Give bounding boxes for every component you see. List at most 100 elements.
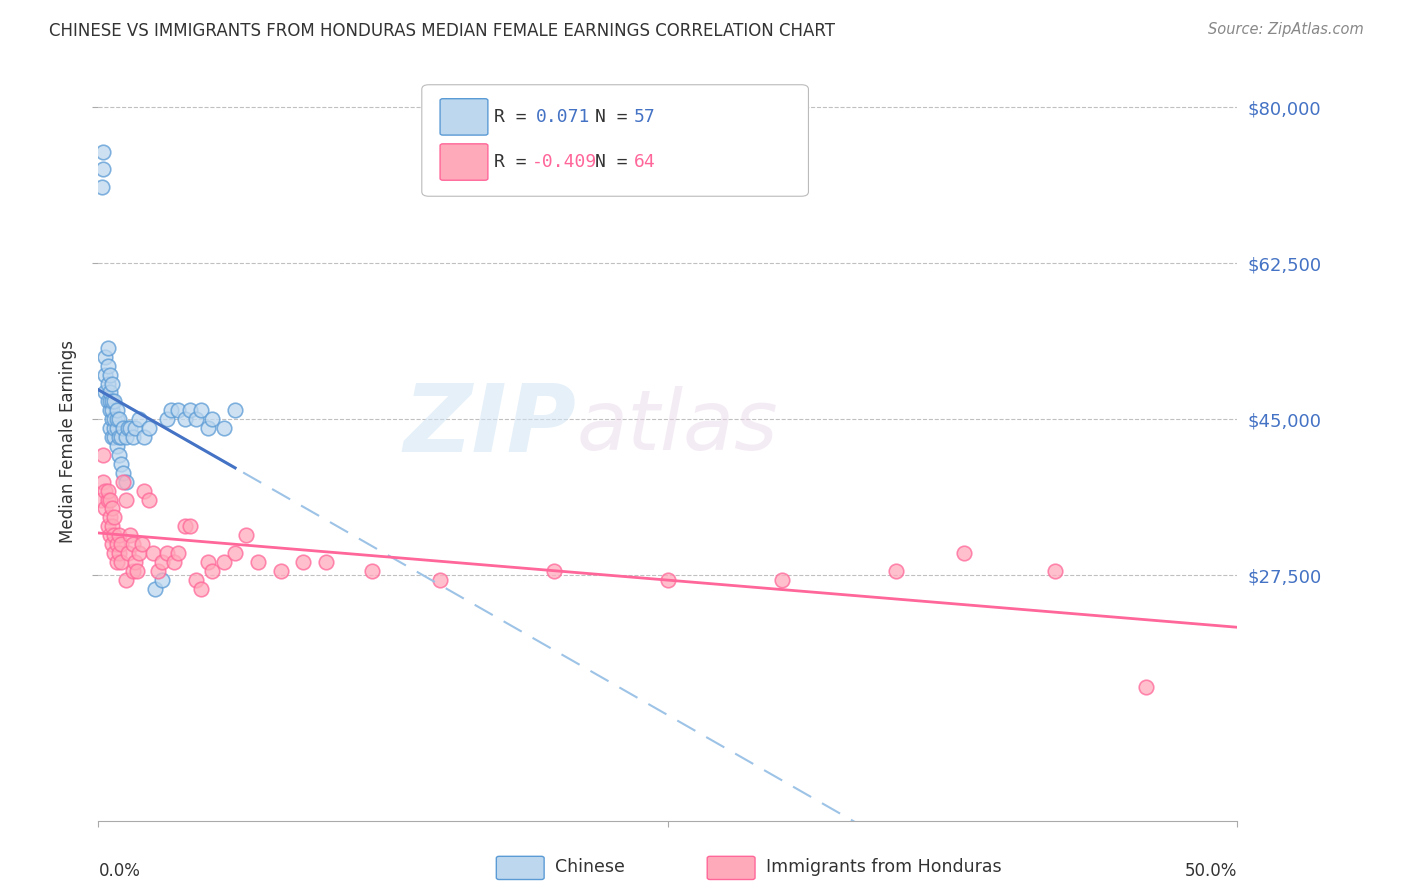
- Point: [98, 385, 121, 400]
- Point: [98, 403, 121, 417]
- Point: [96, 359, 118, 373]
- Point: [186, 412, 208, 426]
- Point: [114, 430, 136, 444]
- Point: [190, 403, 212, 417]
- Point: [108, 412, 131, 426]
- Point: [105, 421, 128, 435]
- Point: [138, 492, 160, 507]
- Point: [110, 537, 132, 551]
- Text: R =: R =: [494, 108, 548, 126]
- Point: [108, 448, 131, 462]
- Point: [150, 573, 173, 587]
- Point: [142, 546, 165, 560]
- Point: [101, 430, 124, 444]
- Point: [96, 519, 118, 533]
- Point: [224, 546, 246, 560]
- Point: [145, 582, 167, 596]
- Point: [186, 573, 208, 587]
- Text: CHINESE VS IMMIGRANTS FROM HONDURAS MEDIAN FEMALE EARNINGS CORRELATION CHART: CHINESE VS IMMIGRANTS FROM HONDURAS MEDI…: [49, 22, 835, 40]
- Point: [94, 350, 117, 364]
- Point: [224, 403, 246, 417]
- Text: 50.0%: 50.0%: [1185, 863, 1237, 880]
- Point: [201, 412, 224, 426]
- Point: [110, 430, 132, 444]
- Point: [160, 403, 183, 417]
- Point: [174, 412, 197, 426]
- Point: [120, 421, 142, 435]
- Point: [112, 466, 135, 480]
- Point: [96, 492, 118, 507]
- Point: [543, 564, 565, 578]
- Text: Chinese: Chinese: [555, 858, 626, 876]
- Point: [150, 555, 173, 569]
- Point: [212, 421, 235, 435]
- Point: [103, 528, 125, 542]
- Point: [138, 421, 160, 435]
- Point: [120, 528, 142, 542]
- Point: [94, 385, 117, 400]
- Point: [156, 546, 179, 560]
- Text: -0.409: -0.409: [531, 153, 596, 171]
- Point: [270, 564, 292, 578]
- Point: [96, 394, 118, 409]
- Point: [212, 555, 235, 569]
- Point: [98, 528, 121, 542]
- Point: [112, 475, 135, 489]
- Point: [114, 573, 136, 587]
- Text: N =: N =: [595, 108, 638, 126]
- Text: 57: 57: [634, 108, 655, 126]
- Point: [292, 555, 315, 569]
- Point: [101, 394, 124, 409]
- Point: [121, 537, 143, 551]
- Point: [117, 421, 139, 435]
- Point: [167, 403, 190, 417]
- Point: [98, 492, 121, 507]
- Point: [429, 573, 451, 587]
- Point: [90, 492, 112, 507]
- Point: [96, 376, 118, 391]
- Point: [179, 519, 201, 533]
- Point: [112, 421, 135, 435]
- Point: [98, 394, 121, 409]
- Point: [91, 448, 114, 462]
- Point: [131, 537, 153, 551]
- Point: [197, 421, 219, 435]
- Point: [105, 403, 128, 417]
- Point: [98, 421, 121, 435]
- Point: [146, 564, 169, 578]
- Point: [1135, 680, 1157, 694]
- Point: [127, 564, 149, 578]
- Point: [117, 546, 139, 560]
- Text: Source: ZipAtlas.com: Source: ZipAtlas.com: [1208, 22, 1364, 37]
- Point: [94, 368, 117, 382]
- Point: [101, 412, 124, 426]
- Point: [190, 582, 212, 596]
- Point: [162, 555, 184, 569]
- Point: [91, 145, 114, 159]
- Y-axis label: Median Female Earnings: Median Female Earnings: [59, 340, 77, 543]
- Point: [108, 430, 131, 444]
- Point: [124, 555, 146, 569]
- Point: [98, 510, 121, 524]
- Text: 0.071: 0.071: [536, 108, 591, 126]
- Point: [121, 430, 143, 444]
- Point: [103, 412, 125, 426]
- Point: [103, 430, 125, 444]
- Point: [132, 483, 155, 498]
- Point: [953, 546, 976, 560]
- Point: [103, 546, 125, 560]
- Point: [105, 439, 128, 453]
- Point: [360, 564, 382, 578]
- Point: [114, 475, 136, 489]
- Point: [108, 528, 131, 542]
- Point: [132, 430, 155, 444]
- Point: [91, 475, 114, 489]
- Point: [110, 457, 132, 471]
- Text: Immigrants from Honduras: Immigrants from Honduras: [766, 858, 1002, 876]
- Point: [108, 546, 131, 560]
- Point: [101, 501, 124, 516]
- Point: [103, 510, 125, 524]
- Point: [235, 528, 257, 542]
- Point: [91, 162, 114, 177]
- Point: [101, 376, 124, 391]
